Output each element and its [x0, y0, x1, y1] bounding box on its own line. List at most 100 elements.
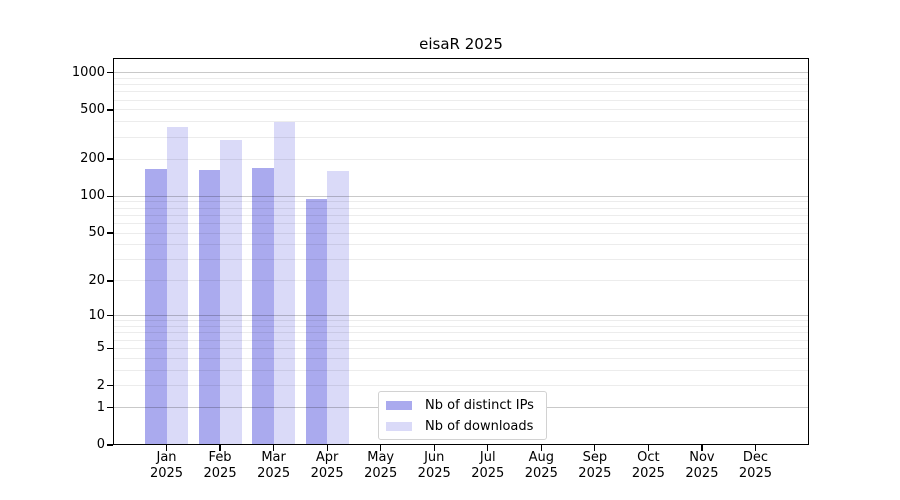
x-tick-mark	[647, 445, 650, 451]
bar-distinct-ips-jan	[145, 168, 167, 445]
x-tick-mark	[487, 445, 489, 451]
y-tick-mark	[107, 232, 113, 234]
plot-area	[113, 58, 809, 445]
minor-gridline	[113, 207, 809, 209]
y-tick-mark	[107, 71, 113, 74]
minor-gridline	[113, 357, 809, 359]
x-tick-label: Aug 2025	[511, 450, 571, 482]
x-tick-mark	[701, 445, 703, 451]
x-tick-mark	[219, 445, 221, 451]
y-tick-label: 5	[96, 340, 105, 356]
y-tick-label: 500	[80, 101, 105, 117]
year-label: 2025	[417, 466, 451, 481]
minor-gridline	[113, 339, 809, 341]
minor-gridline	[113, 136, 809, 138]
x-tick-label: Mar 2025	[244, 450, 304, 482]
y-tick-mark	[107, 444, 113, 446]
minor-gridline	[113, 201, 809, 203]
y-tick-mark	[107, 347, 113, 350]
x-tick-mark	[272, 445, 275, 451]
minor-gridline	[113, 109, 809, 111]
bar-downloads-apr	[327, 171, 349, 445]
minor-gridline	[113, 326, 809, 328]
legend-row-distinct-ips: Nb of distinct IPs	[379, 396, 546, 415]
month-label: Mar	[261, 450, 286, 465]
x-tick-mark	[433, 445, 435, 451]
month-label: Oct	[637, 450, 660, 465]
minor-gridline	[113, 385, 809, 387]
year-label: 2025	[471, 466, 505, 481]
y-tick-mark	[107, 385, 113, 387]
x-tick-label: Oct 2025	[618, 450, 678, 482]
minor-gridline	[113, 121, 809, 123]
minor-gridline	[113, 84, 809, 86]
legend-swatch-distinct-ips	[386, 400, 412, 410]
x-tick-mark	[540, 445, 542, 451]
x-tick-mark	[754, 445, 757, 451]
x-tick-mark	[380, 445, 382, 451]
x-tick-mark	[326, 445, 328, 451]
y-tick-mark	[107, 195, 113, 197]
bar-downloads-jan	[166, 127, 189, 445]
minor-gridline	[113, 369, 809, 371]
x-tick-mark	[594, 445, 596, 451]
y-tick-mark	[107, 158, 113, 160]
y-tick-label: 2	[96, 377, 105, 393]
legend-label-downloads: Nb of downloads	[425, 418, 534, 434]
month-label: Jul	[479, 450, 496, 465]
month-label: Aug	[528, 450, 554, 465]
x-tick-label: Apr 2025	[297, 450, 357, 482]
month-label: Feb	[208, 450, 232, 465]
year-label: 2025	[524, 466, 558, 481]
year-label: 2025	[203, 466, 237, 481]
minor-gridline	[113, 99, 809, 101]
month-label: Jun	[424, 450, 445, 465]
year-label: 2025	[738, 466, 772, 481]
legend-row-downloads: Nb of downloads	[379, 417, 546, 436]
minor-gridline	[113, 77, 809, 79]
year-label: 2025	[364, 466, 398, 481]
month-label: Nov	[689, 450, 715, 465]
x-tick-label: Jul 2025	[458, 450, 518, 482]
y-tick-label: 50	[88, 225, 105, 241]
minor-gridline	[113, 232, 809, 234]
minor-gridline	[113, 259, 809, 261]
month-label: Apr	[315, 450, 339, 465]
y-tick-mark	[107, 280, 113, 282]
y-tick-label: 0	[96, 437, 105, 452]
minor-gridline	[113, 320, 809, 322]
year-label: 2025	[257, 466, 291, 481]
major-gridline	[113, 315, 809, 317]
y-tick-mark	[107, 315, 113, 317]
y-tick-label: 100	[80, 188, 105, 204]
x-tick-label: Dec 2025	[725, 450, 785, 482]
x-tick-label: Jan 2025	[137, 450, 197, 482]
bar-distinct-ips-feb	[198, 169, 221, 445]
legend-label-distinct-ips: Nb of distinct IPs	[425, 397, 534, 413]
month-label: Sep	[582, 450, 608, 465]
x-tick-label: Nov 2025	[672, 450, 732, 482]
x-tick-label: Feb 2025	[190, 450, 250, 482]
y-tick-mark	[107, 406, 113, 409]
month-label: Jan	[156, 450, 177, 465]
bar-distinct-ips-apr	[305, 198, 328, 445]
bar-distinct-ips-mar	[252, 168, 274, 445]
y-tick-label: 1	[96, 399, 105, 415]
legend-swatch-downloads	[386, 421, 412, 431]
minor-gridline	[113, 244, 809, 246]
x-tick-mark	[165, 445, 168, 451]
minor-gridline	[113, 222, 809, 224]
minor-gridline	[113, 347, 809, 349]
year-label: 2025	[685, 466, 719, 481]
month-label: Dec	[742, 450, 769, 465]
minor-gridline	[113, 332, 809, 334]
year-label: 2025	[149, 466, 184, 481]
bar-downloads-mar	[273, 121, 296, 445]
legend: Nb of distinct IPs Nb of downloads	[378, 391, 547, 440]
year-label: 2025	[631, 466, 665, 481]
bar-downloads-feb	[220, 139, 242, 445]
major-gridline	[113, 195, 809, 197]
minor-gridline	[113, 280, 809, 282]
minor-gridline	[113, 214, 809, 216]
